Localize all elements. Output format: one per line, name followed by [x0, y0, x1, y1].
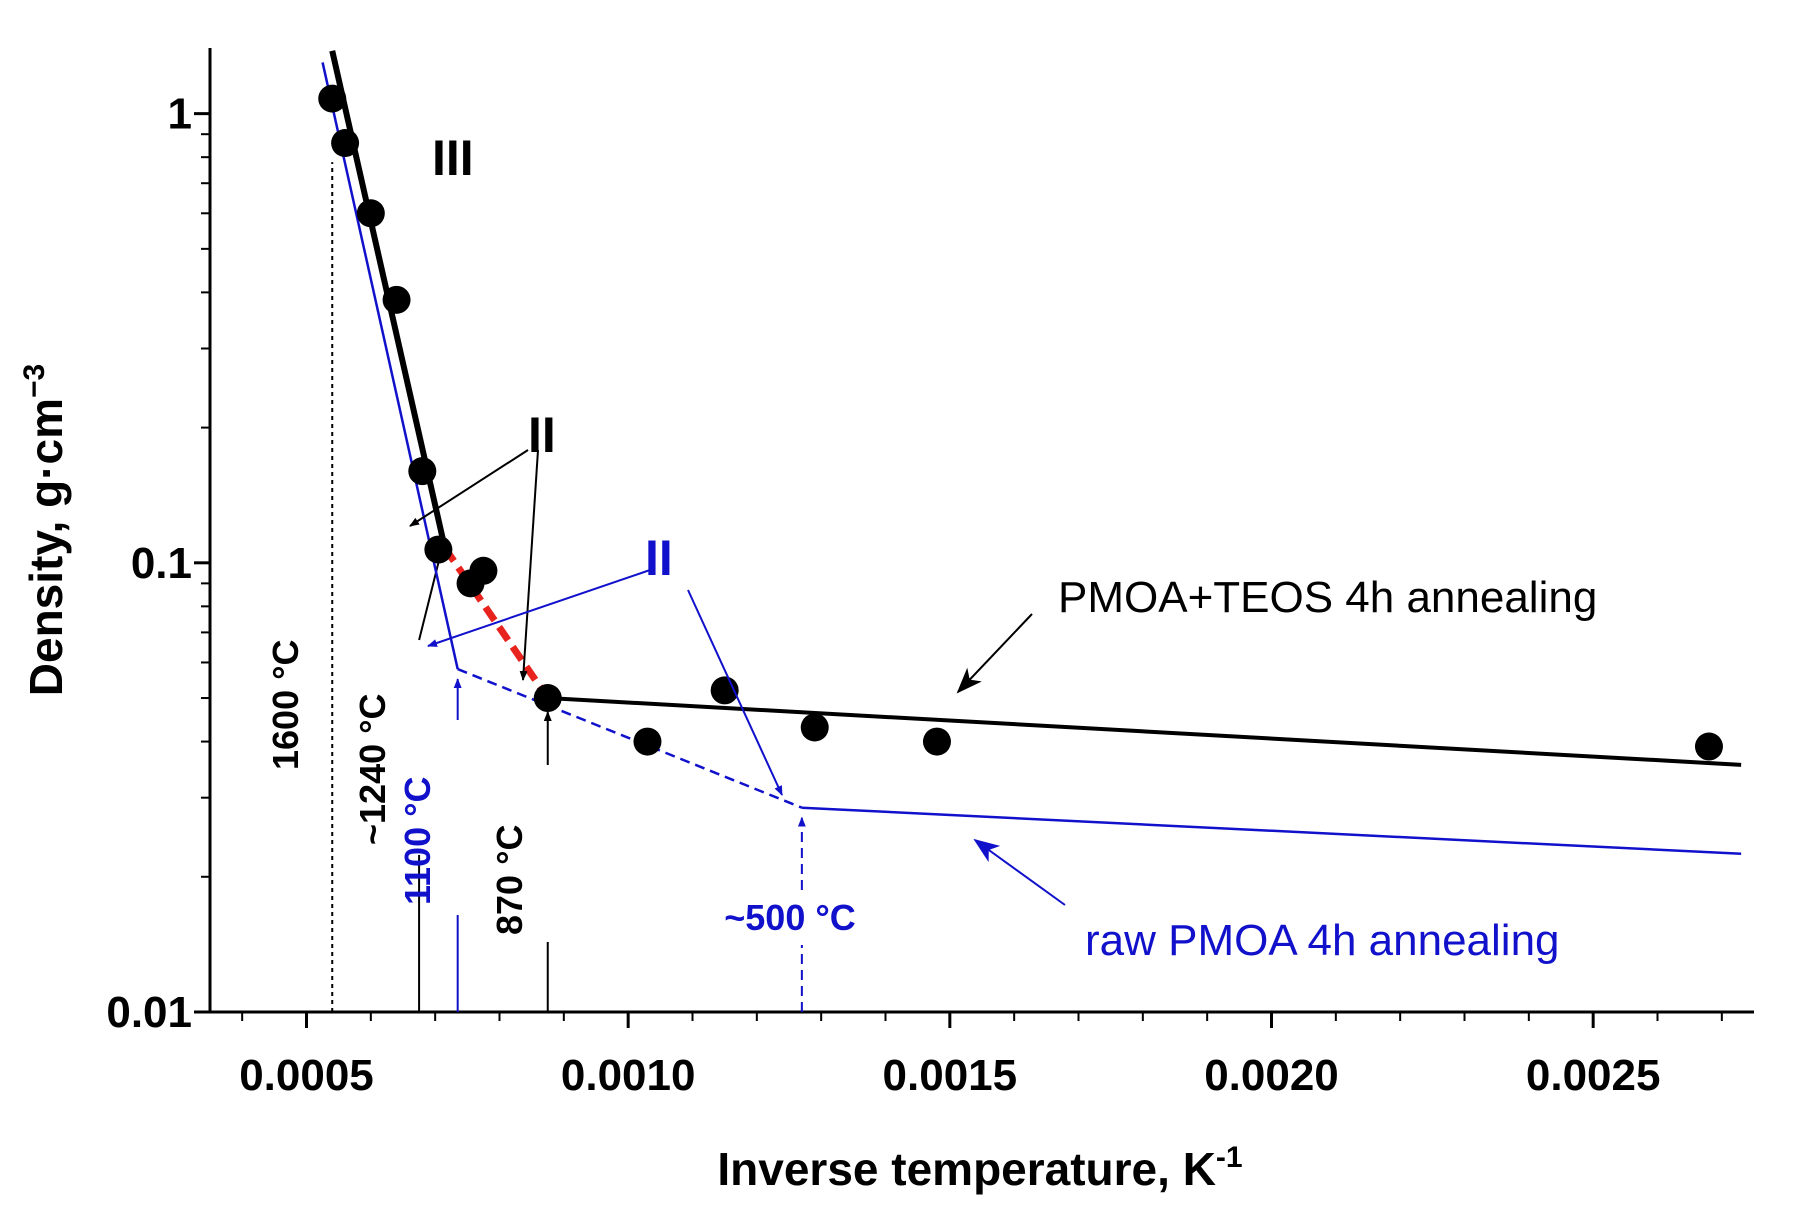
x-tick-label: 0.0015 — [883, 1051, 1018, 1100]
fit-line-raw-pmoa-region-iii-fit — [321, 62, 459, 670]
x-tick-label: 0.0005 — [239, 1051, 374, 1100]
axes — [194, 48, 1754, 1028]
data-point — [424, 535, 453, 564]
data-point — [922, 727, 951, 756]
blue-series-label: raw PMOA 4h annealing — [1085, 916, 1560, 965]
y-tick-label: 1 — [168, 90, 192, 139]
x-axis-title: Inverse temperature, K-1 — [717, 1141, 1242, 1195]
temp-label-1240: ~1240 °C — [352, 693, 393, 845]
fit-line-pmoa-teos-low-temperature-fit — [547, 696, 1742, 767]
temp-label-500: ~500 °C — [724, 897, 855, 938]
annotation-arrows — [409, 449, 1066, 906]
y-axis-title: Density, g·cm−3 — [18, 364, 72, 696]
data-point — [408, 457, 437, 486]
data-point — [633, 727, 662, 756]
data-points — [318, 84, 1723, 761]
y-tick-label: 0.01 — [106, 988, 192, 1037]
temp-label-1100: 1100 °C — [397, 777, 438, 906]
temp-label-1600: 1600 °C — [265, 640, 306, 770]
y-axis-ticks — [194, 112, 210, 1014]
blue-region-II-arrow-to-lower-knee — [687, 589, 783, 796]
y-axis-title-superscript: −3 — [18, 364, 51, 398]
region-II-arrow-to-upper-knee — [409, 449, 529, 527]
y-axis-title-text: Density, g·cm — [20, 398, 72, 696]
blue-series-label-arrow — [973, 838, 1066, 906]
data-point — [533, 684, 562, 713]
x-tick-label: 0.0025 — [1526, 1051, 1661, 1100]
x-tick-labels: 0.0005 0.0010 0.0015 0.0020 0.0025 — [239, 1051, 1660, 1100]
data-point — [356, 199, 385, 228]
data-point — [469, 556, 498, 585]
x-axis-ticks — [241, 1012, 1723, 1028]
x-tick-label: 0.0020 — [1204, 1051, 1339, 1100]
fit-line-raw-pmoa-region-ii-transition — [457, 667, 803, 809]
black-series-label-arrow — [956, 613, 1033, 694]
temp-label-870: 870 °C — [489, 825, 530, 935]
y-tick-labels: 0.01 0.1 1 — [106, 90, 192, 1037]
data-point — [382, 285, 411, 314]
data-point — [331, 129, 360, 158]
temperature-reference-lines — [331, 162, 806, 1012]
x-tick-label: 0.0010 — [561, 1051, 696, 1100]
ref-arrow-1240 — [418, 549, 444, 641]
region-III-label: III — [432, 130, 474, 186]
y-tick-label: 0.1 — [131, 539, 192, 588]
region-II-label: II — [528, 407, 556, 463]
data-point — [800, 713, 829, 742]
data-point — [318, 84, 347, 113]
blue-region-II-arrow-to-upper-knee — [427, 569, 651, 647]
fit-line-raw-pmoa-low-temperature-fit — [801, 806, 1742, 856]
data-point — [1694, 732, 1723, 761]
black-series-label: PMOA+TEOS 4h annealing — [1058, 573, 1597, 622]
region-II-arrow-to-lower-knee — [519, 449, 539, 681]
blue-region-II-label: II — [645, 530, 673, 586]
x-axis-title-superscript: -1 — [1216, 1141, 1243, 1174]
x-axis-title-text: Inverse temperature, K — [717, 1143, 1216, 1195]
